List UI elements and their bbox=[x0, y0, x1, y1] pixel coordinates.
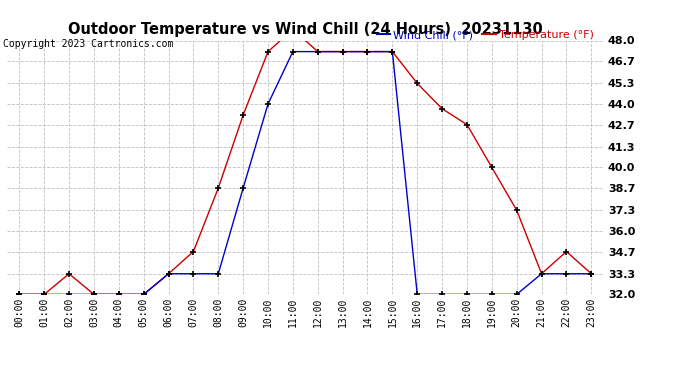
Legend: Wind Chill (°F), Temperature (°F): Wind Chill (°F), Temperature (°F) bbox=[372, 26, 598, 45]
Text: Copyright 2023 Cartronics.com: Copyright 2023 Cartronics.com bbox=[3, 39, 174, 50]
Title: Outdoor Temperature vs Wind Chill (24 Hours)  20231130: Outdoor Temperature vs Wind Chill (24 Ho… bbox=[68, 21, 543, 36]
